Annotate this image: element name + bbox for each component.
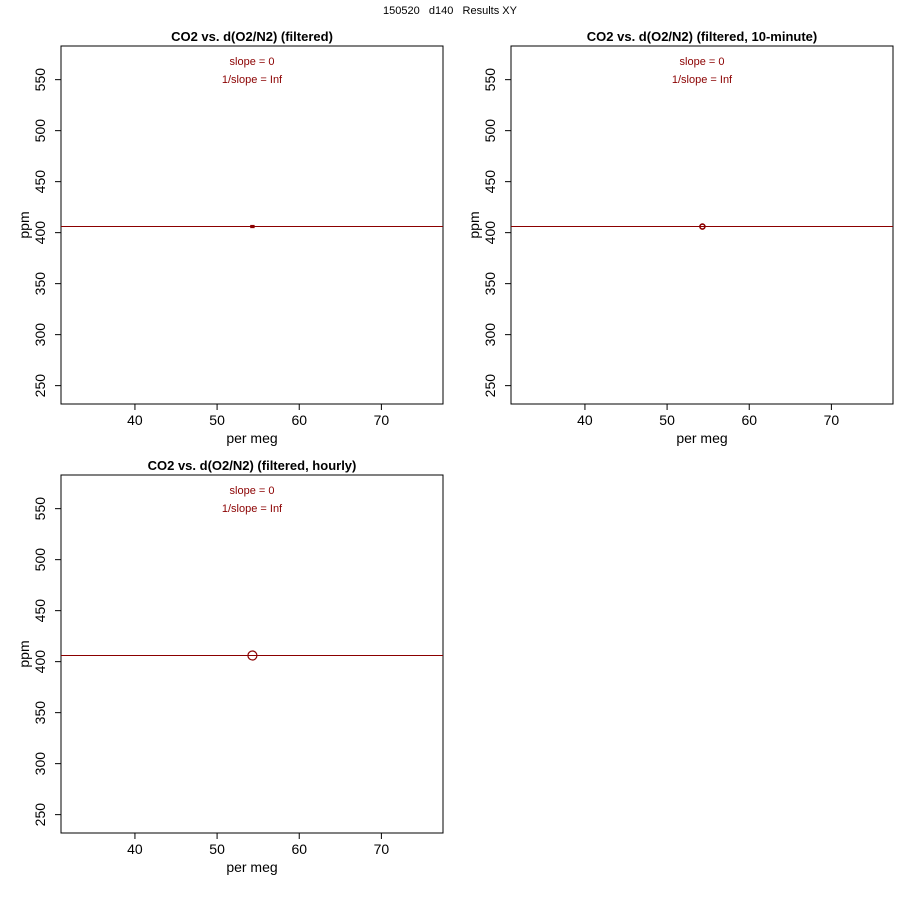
y-tick-label: 350 [32,701,48,725]
figure-title: 150520 d140 Results XY [383,5,517,17]
y-tick-label: 400 [482,221,498,245]
x-tick-label: 50 [209,841,225,857]
y-tick-label: 400 [32,650,48,674]
y-tick-label: 500 [32,548,48,572]
y-tick-label: 450 [32,170,48,194]
y-tick-label: 250 [32,374,48,398]
y-tick-label: 300 [482,323,498,347]
slope-annotation: slope = 0 [680,56,725,68]
x-axis-label: per meg [226,430,277,446]
y-tick-label: 550 [482,68,498,92]
slope-annotation: 1/slope = Inf [672,74,733,86]
y-axis-label: ppm [16,211,32,238]
scatter-panel-filtered: CO2 vs. d(O2/N2) (filtered) 40 50 60 70 250 30… [16,29,444,446]
y-tick-label: 350 [482,272,498,296]
x-tick-label: 50 [209,412,225,428]
x-tick-label: 40 [577,412,593,428]
y-tick-label: 250 [32,803,48,827]
chart-title: CO2 vs. d(O2/N2) (filtered, 10-minute) [587,29,817,44]
x-tick-label: 60 [291,841,307,857]
y-axis-label: ppm [466,211,482,238]
x-tick-label: 70 [374,841,390,857]
y-tick-label: 250 [482,374,498,398]
x-tick-label: 70 [374,412,390,428]
data-point [699,223,706,230]
y-tick-label: 300 [32,323,48,347]
x-tick-label: 40 [127,841,143,857]
y-tick-label: 400 [32,221,48,245]
y-tick-label: 550 [32,68,48,92]
x-tick-label: 70 [824,412,840,428]
x-tick-label: 60 [741,412,757,428]
x-tick-label: 40 [127,412,143,428]
data-point [250,224,255,229]
scatter-panel-filtered-hourly: CO2 vs. d(O2/N2) (filtered, hourly) 40 50 6… [16,458,444,875]
y-tick-label: 450 [32,599,48,623]
y-axis-label: ppm [16,640,32,667]
chart-title: CO2 vs. d(O2/N2) (filtered, hourly) [148,458,357,473]
y-tick-label: 500 [32,119,48,143]
plot-frame [510,45,894,405]
y-tick-label: 500 [482,119,498,143]
x-axis-label: per meg [226,859,277,875]
scatter-panel-filtered-10-minute: CO2 vs. d(O2/N2) (filtered, 10-minute) 40… [466,29,894,446]
y-tick-label: 450 [482,170,498,194]
data-point [247,650,258,661]
slope-annotation: slope = 0 [230,56,275,68]
chart-title: CO2 vs. d(O2/N2) (filtered) [171,29,333,44]
plot-frame [60,474,444,834]
slope-annotation: 1/slope = Inf [222,503,283,515]
x-tick-label: 50 [659,412,675,428]
slope-annotation: 1/slope = Inf [222,74,283,86]
y-tick-label: 350 [32,272,48,296]
x-axis-label: per meg [676,430,727,446]
y-tick-label: 550 [32,497,48,521]
y-tick-label: 300 [32,752,48,776]
x-tick-label: 60 [291,412,307,428]
slope-annotation: slope = 0 [230,485,275,497]
